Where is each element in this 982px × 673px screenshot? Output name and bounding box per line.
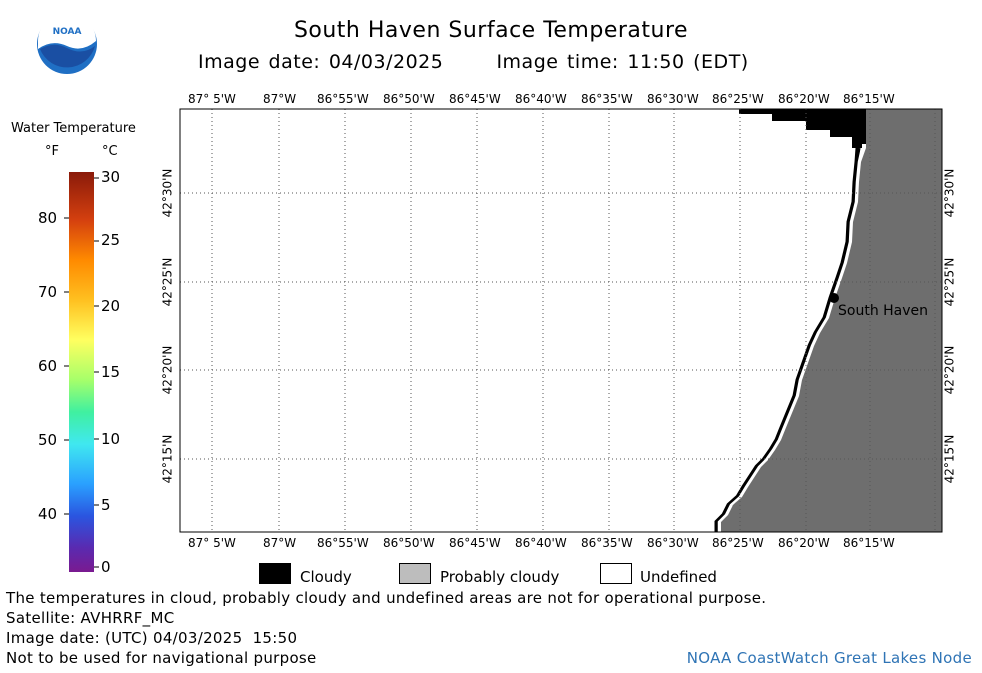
lon-label-bottom: 86°35'W [581, 536, 633, 550]
lon-label-bottom: 86°20'W [778, 536, 830, 550]
c-label: 5 [101, 496, 111, 514]
lon-label-bottom: 86°50'W [383, 536, 435, 550]
lon-label-top: 87° 5'W [188, 92, 236, 106]
lat-label-right: 42°30'N [942, 168, 957, 218]
lat-label-right: 42°15'N [942, 434, 957, 484]
lon-label-top: 86°20'W [778, 92, 830, 106]
page-title: South Haven Surface Temperature [293, 18, 689, 43]
noaa-logo-icon: NOAA [37, 13, 97, 74]
colorbar-title: Water Temperature [11, 121, 136, 136]
cloudy-label: Cloudy [300, 568, 352, 586]
lon-label-bottom: 86°45'W [449, 536, 501, 550]
lat-label-right: 42°20'N [942, 345, 957, 395]
lon-label-top: 86°35'W [581, 92, 633, 106]
graticule [180, 109, 942, 532]
map-frame [179, 108, 943, 533]
f-label: 70 [38, 283, 58, 301]
colorbar [64, 172, 99, 572]
lon-label-bottom: 86°15'W [843, 536, 895, 550]
f-label: 50 [38, 431, 58, 449]
f-label: 60 [38, 357, 58, 375]
lon-label-top: 86°55'W [317, 92, 369, 106]
c-label: 0 [101, 558, 111, 576]
lat-label-left: 42°20'N [160, 345, 175, 395]
probably-cloudy-label: Probably cloudy [440, 568, 560, 586]
lon-label-top: 86°45'W [449, 92, 501, 106]
south-haven-marker [829, 293, 839, 303]
lon-label-top: 87°W [263, 92, 297, 106]
f-label: 40 [38, 505, 58, 523]
lat-label-left: 42°25'N [160, 257, 175, 307]
c-label: 15 [101, 363, 121, 381]
nav-warning: Not to be used for navigational purpose [6, 649, 317, 667]
land-area [721, 109, 942, 532]
logo-text: NOAA [53, 27, 82, 37]
lon-label-bottom: 86°55'W [317, 536, 369, 550]
lon-label-bottom: 86°30'W [647, 536, 699, 550]
c-label: 10 [101, 430, 121, 448]
fahrenheit-unit: °F [45, 144, 59, 159]
lat-label-left: 42°15'N [160, 434, 175, 484]
image-time: Image time: 11:50 (EDT) [496, 51, 749, 73]
undefined-label: Undefined [640, 568, 717, 586]
undefined-swatch [600, 563, 632, 584]
probably-cloudy-swatch [399, 563, 431, 584]
f-label: 80 [38, 209, 58, 227]
lon-label-top: 86°50'W [383, 92, 435, 106]
c-label: 25 [101, 231, 121, 249]
utc-date: Image date: (UTC) 04/03/2025 15:50 [6, 629, 298, 647]
lon-label-top: 86°40'W [515, 92, 567, 106]
lat-label-right: 42°25'N [942, 257, 957, 307]
c-label: 20 [101, 297, 121, 315]
place-label: South Haven [838, 303, 929, 319]
lon-label-bottom: 86°40'W [515, 536, 567, 550]
lat-label-left: 42°30'N [160, 168, 175, 218]
lon-label-bottom: 87° 5'W [188, 536, 236, 550]
lon-label-top: 86°25'W [712, 92, 764, 106]
c-label: 30 [101, 168, 121, 186]
lon-label-top: 86°15'W [843, 92, 895, 106]
celsius-unit: °C [102, 144, 118, 159]
credit-link[interactable]: NOAA CoastWatch Great Lakes Node [686, 649, 972, 667]
cloudy-swatch [259, 563, 291, 584]
shoreline-inner [717, 147, 864, 532]
colorbar-gradient [69, 172, 94, 572]
lon-label-bottom: 86°25'W [712, 536, 764, 550]
image-datetime: Image date: 04/03/2025 Image time: 11:50… [198, 51, 749, 73]
temperature-map [179, 108, 943, 533]
disclaimer: The temperatures in cloud, probably clou… [6, 589, 767, 607]
lon-label-top: 86°30'W [647, 92, 699, 106]
cloud-area [739, 109, 866, 148]
image-date: Image date: 04/03/2025 [198, 51, 444, 73]
satellite: Satellite: AVHRRF_MC [6, 609, 175, 627]
lon-label-bottom: 87°W [263, 536, 297, 550]
